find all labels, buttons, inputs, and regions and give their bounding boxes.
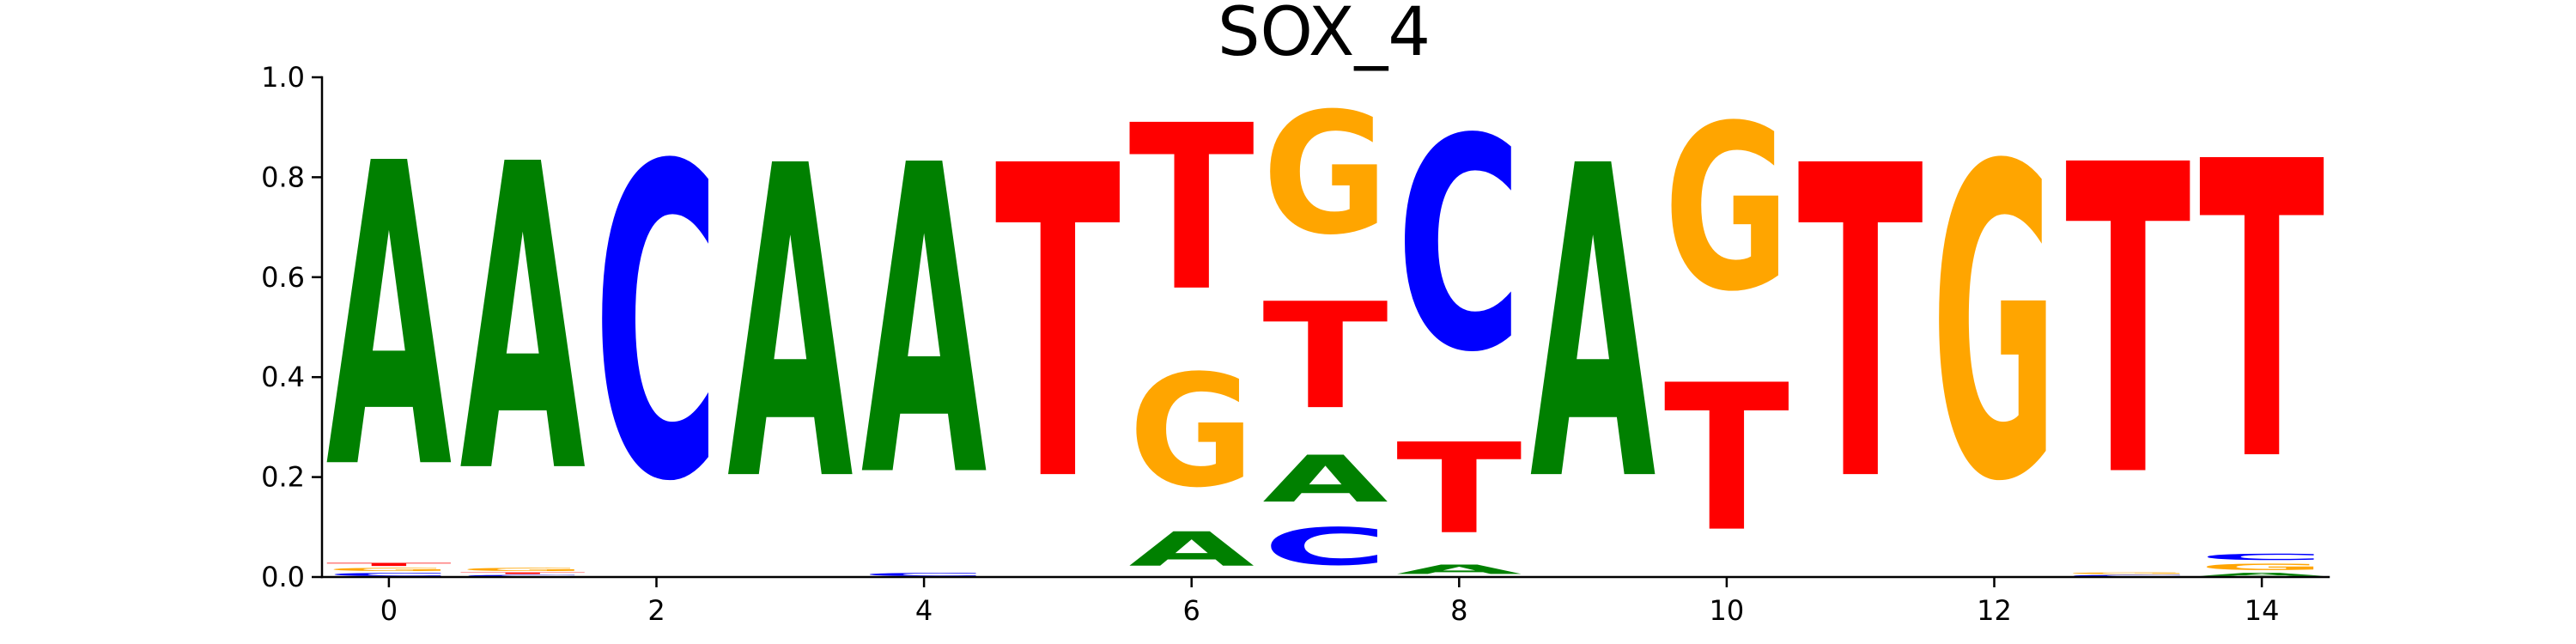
letter-mark-t-pos-7-2: T [1262, 271, 1388, 441]
letter-mark-t-pos-13-2: T [2065, 76, 2192, 570]
letter-mark-g-pos-10-1: G [1664, 77, 1789, 342]
letter-glyph: T [1664, 343, 1789, 577]
letter-glyph: A [326, 76, 453, 561]
letter-glyph: C [326, 572, 452, 577]
letter-mark-t-pos-8-1: T [1396, 417, 1522, 562]
letter-glyph: G [1931, 77, 2057, 576]
letter-mark-a-pos-8-0: A [1396, 562, 1522, 577]
letter-glyph: C [2199, 552, 2324, 562]
letter-glyph: T [1797, 76, 1924, 575]
letter-mark-a-pos-4-1: A [861, 76, 988, 571]
letter-mark-a-pos-6-0: A [1128, 522, 1255, 577]
letter-glyph: T [1262, 271, 1388, 441]
y-tick-label: 0.8 [261, 161, 305, 193]
letter-mark-g-pos-7-3: G [1262, 78, 1388, 272]
x-tick-label: 4 [915, 594, 933, 627]
letter-glyph: A [861, 76, 988, 571]
letter-mark-a-pos-3-0: A [727, 76, 854, 576]
x-tick-label: 10 [1710, 594, 1745, 627]
letter-mark-c-pos-8-2: C [1396, 76, 1522, 416]
x-tick-label: 8 [1450, 594, 1467, 627]
letter-glyph: G [1262, 78, 1388, 272]
y-tick-label: 0.6 [261, 261, 305, 294]
letter-glyph: G [1128, 343, 1254, 522]
letter-mark-g-pos-14-1: G [2199, 562, 2324, 573]
chart-title: SOX_4 [1218, 0, 1431, 71]
y-tick-label: 0.0 [261, 561, 305, 593]
letter-mark-c-pos-13-0: C [2065, 574, 2190, 577]
letter-mark-c-pos-14-2: C [2199, 552, 2324, 562]
letter-mark-g-pos-0-1: G [326, 567, 452, 572]
letter-glyph: G [459, 567, 585, 572]
letter-mark-c-pos-0-0: C [326, 572, 452, 577]
letter-mark-c-pos-7-0: C [1262, 517, 1388, 577]
letter-mark-g-pos-13-1: G [2065, 572, 2190, 574]
letter-glyph: C [1262, 517, 1388, 577]
letter-mark-a-pos-0-3: A [326, 76, 453, 561]
letter-mark-a-pos-1-3: A [459, 76, 586, 566]
y-tick-label: 0.2 [261, 461, 305, 494]
letter-mark-g-pos-1-2: G [459, 567, 585, 572]
letter-glyph: C [459, 574, 585, 577]
letter-glyph: T [326, 562, 452, 568]
letter-glyph: G [2065, 572, 2190, 574]
letter-glyph: C [1396, 76, 1522, 416]
y-tick-label: 1.0 [261, 61, 305, 94]
letter-glyph: T [2065, 76, 2192, 570]
letter-glyph: A [1262, 441, 1388, 516]
axes: 0.0 0.2 0.4 0.6 0.8 1.0 0 2 4 6 8 10 12 14 [261, 61, 2330, 627]
letter-mark-c-pos-4-0: C [861, 572, 987, 577]
letter-glyph: A [2199, 572, 2324, 577]
letter-mark-a-pos-7-1: A [1262, 441, 1388, 516]
letter-glyph: T [2199, 76, 2326, 550]
letter-mark-a-pos-9-0: A [1530, 76, 1657, 576]
letter-mark-t-pos-11-0: T [1797, 76, 1924, 575]
letter-glyph: A [1128, 522, 1255, 577]
letter-mark-g-pos-12-0: G [1931, 77, 2057, 576]
letter-glyph: A [1396, 562, 1522, 577]
letter-mark-t-pos-5-0: T [995, 76, 1122, 575]
x-tick-label: 0 [380, 594, 398, 627]
letter-mark-c-pos-1-0: C [459, 574, 585, 577]
letter-mark-g-pos-6-1: G [1128, 343, 1254, 522]
letter-mark-t-pos-6-2: T [1128, 76, 1254, 342]
letter-glyph: C [593, 76, 719, 576]
x-tick-label: 6 [1183, 594, 1200, 627]
letter-glyph: T [995, 76, 1122, 575]
letter-glyph: C [2065, 574, 2190, 577]
x-tick-label: 12 [1977, 594, 2012, 627]
letter-glyph: T [1128, 76, 1254, 342]
letter-mark-c-pos-2-0: C [593, 76, 719, 576]
letter-mark-a-pos-14-0: A [2199, 572, 2324, 577]
letter-glyph: G [2199, 562, 2324, 573]
letter-glyph: A [727, 76, 854, 576]
letter-mark-t-pos-14-3: T [2199, 76, 2326, 550]
letter-glyph: A [459, 76, 586, 566]
x-tick-label: 2 [647, 594, 665, 627]
letter-glyph: G [1664, 77, 1789, 342]
letter-glyph: C [861, 572, 987, 577]
letter-mark-t-pos-10-0: T [1664, 343, 1789, 577]
letter-mark-t-pos-1-1: T [459, 572, 585, 574]
y-tick-label: 0.4 [261, 361, 305, 393]
letter-glyph: T [1396, 417, 1522, 562]
letter-glyph: T [459, 572, 585, 574]
letter-glyph: G [326, 567, 452, 572]
letter-glyph: A [1530, 76, 1657, 576]
x-tick-label: 14 [2245, 594, 2280, 627]
letter-mark-t-pos-0-2: T [326, 562, 452, 568]
